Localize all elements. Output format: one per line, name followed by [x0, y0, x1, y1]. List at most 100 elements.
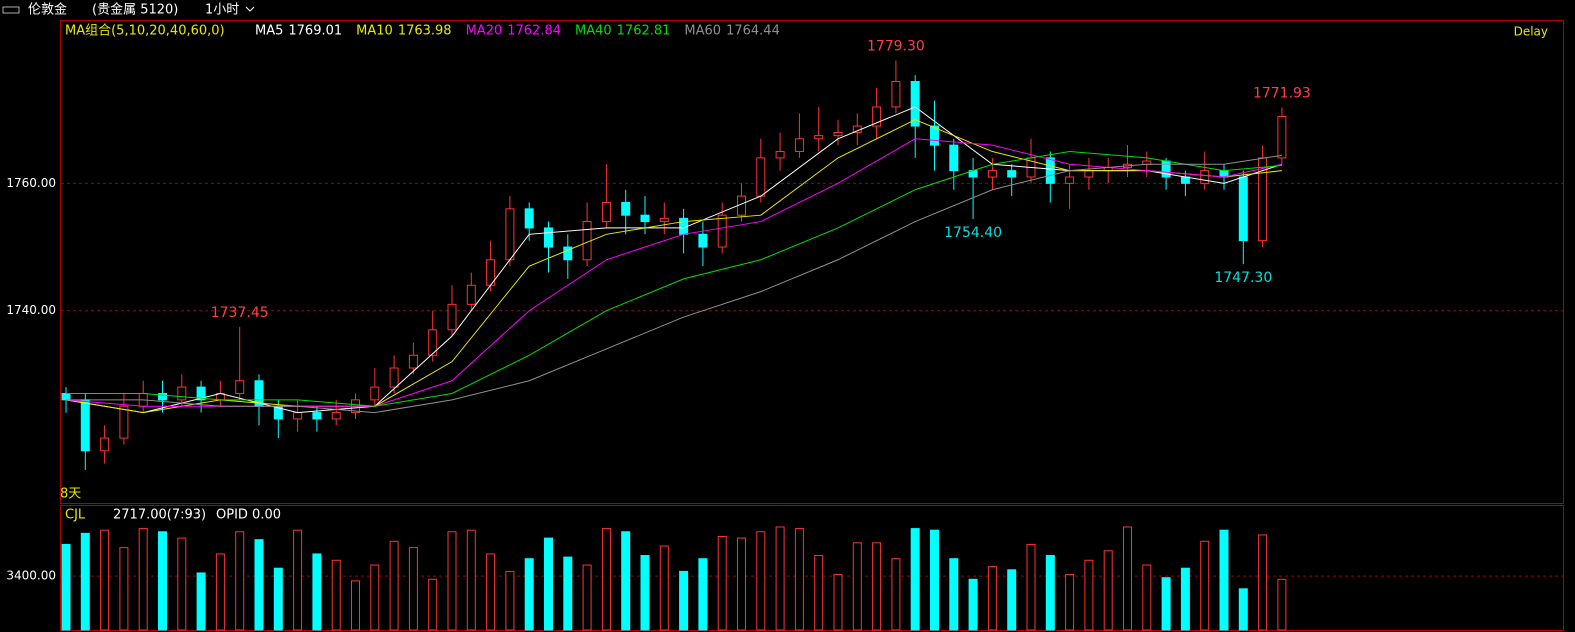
volume-bar [698, 558, 708, 631]
candle-body [466, 284, 476, 305]
candle-body [601, 201, 611, 223]
volume-bar [158, 531, 167, 631]
market: (贵金属 5120) [92, 2, 178, 18]
legend-name: MA10 [356, 24, 393, 39]
volume-bar [659, 545, 669, 631]
volume-bar [1084, 559, 1094, 631]
candle-body [872, 106, 882, 127]
volume-bar [775, 526, 785, 631]
volume-bar [949, 558, 959, 631]
volume-bar [852, 542, 862, 631]
volume-bar [987, 566, 997, 631]
candle-body [1045, 157, 1055, 184]
candle-body [717, 214, 727, 248]
volume-bar [814, 555, 824, 631]
candle-body [756, 157, 766, 197]
candle-body [1084, 170, 1094, 178]
ma-line [66, 151, 1282, 407]
candle-body [1238, 176, 1248, 242]
volume-bar [1200, 540, 1210, 631]
volume-bar [428, 578, 438, 631]
volume-bar [80, 532, 90, 631]
period-dropdown[interactable] [245, 6, 255, 12]
ma-title[interactable]: MA组合(5,10,20,40,60,0) [65, 24, 225, 39]
candle-body [447, 303, 457, 331]
candle-body [235, 380, 245, 394]
candle-body [100, 437, 110, 452]
legend-value: 1764.44 [726, 24, 780, 39]
volume-bar [312, 553, 322, 631]
volume-bar [1219, 529, 1229, 631]
volume-bar [679, 570, 689, 631]
candle-body [158, 392, 167, 401]
volume-bar [1026, 543, 1036, 631]
volume-bar [273, 567, 283, 631]
candle-body [621, 201, 631, 216]
span-label: 8天 [60, 487, 81, 502]
ma-line [65, 106, 1283, 414]
candle-body [196, 386, 206, 401]
legend-name: MA20 [466, 24, 503, 39]
volume-bar [370, 564, 380, 631]
legend-value: 1763.98 [398, 24, 452, 39]
volume-bar [254, 539, 264, 631]
header-bar [0, 0, 1575, 20]
candle-body [389, 367, 399, 388]
volume-bar [351, 580, 360, 631]
candle-body [544, 227, 553, 248]
volume-bar [737, 537, 746, 631]
extreme-label: 1754.40 [944, 225, 1002, 241]
period[interactable]: 1小时 [205, 3, 239, 18]
candle-body [408, 354, 418, 369]
candle-body [80, 399, 90, 452]
candle-body [505, 208, 515, 261]
volume-bar [1238, 588, 1248, 631]
candle-body [524, 208, 534, 229]
legend-name: MA60 [684, 24, 721, 39]
volume-bar [293, 529, 303, 631]
ma-line [65, 119, 1282, 414]
candle-body [698, 233, 708, 248]
candle-body [119, 405, 129, 439]
extreme-label: 1737.45 [211, 305, 269, 321]
extreme-label: 1747.30 [1214, 270, 1272, 286]
legend-name: MA40 [575, 24, 612, 39]
legend-name: MA5 [255, 24, 283, 39]
candle-body [331, 412, 341, 420]
volume-bar [408, 547, 418, 631]
volume-bar [1065, 574, 1075, 631]
volume-bar [177, 537, 187, 631]
candle-body [910, 80, 920, 127]
volume-bar [447, 531, 457, 631]
volume-bar [640, 555, 650, 631]
volume-bar [524, 558, 534, 631]
window-icon[interactable] [2, 6, 20, 14]
candle-body [640, 214, 650, 223]
volume-bar [601, 528, 611, 631]
legend-value: 1769.01 [288, 24, 342, 39]
candle-body [293, 412, 303, 420]
candle-body [1065, 176, 1075, 184]
ma-line [66, 154, 1282, 414]
candle-body [833, 131, 843, 137]
candle-body [659, 217, 669, 223]
y-tick-label: 1740.00 [6, 303, 56, 317]
volume-bar [717, 536, 727, 631]
volume-bar [1161, 577, 1171, 631]
candle-body [987, 170, 997, 178]
volume-title[interactable]: CJL [65, 508, 86, 523]
extreme-label: 1779.30 [867, 38, 925, 54]
volume-bar [582, 564, 592, 631]
volume-bar [61, 543, 71, 631]
volume-bar [486, 553, 496, 631]
volume-bar [1142, 564, 1152, 631]
opid: OPID 0.00 [216, 508, 281, 523]
volume-bar [891, 558, 901, 631]
volume-bar [215, 553, 225, 631]
volume-bar [100, 529, 110, 631]
volume-bar [1007, 569, 1017, 631]
candle-body [930, 125, 939, 146]
legend-value: 1762.84 [507, 24, 561, 39]
volume-bar [968, 578, 978, 631]
